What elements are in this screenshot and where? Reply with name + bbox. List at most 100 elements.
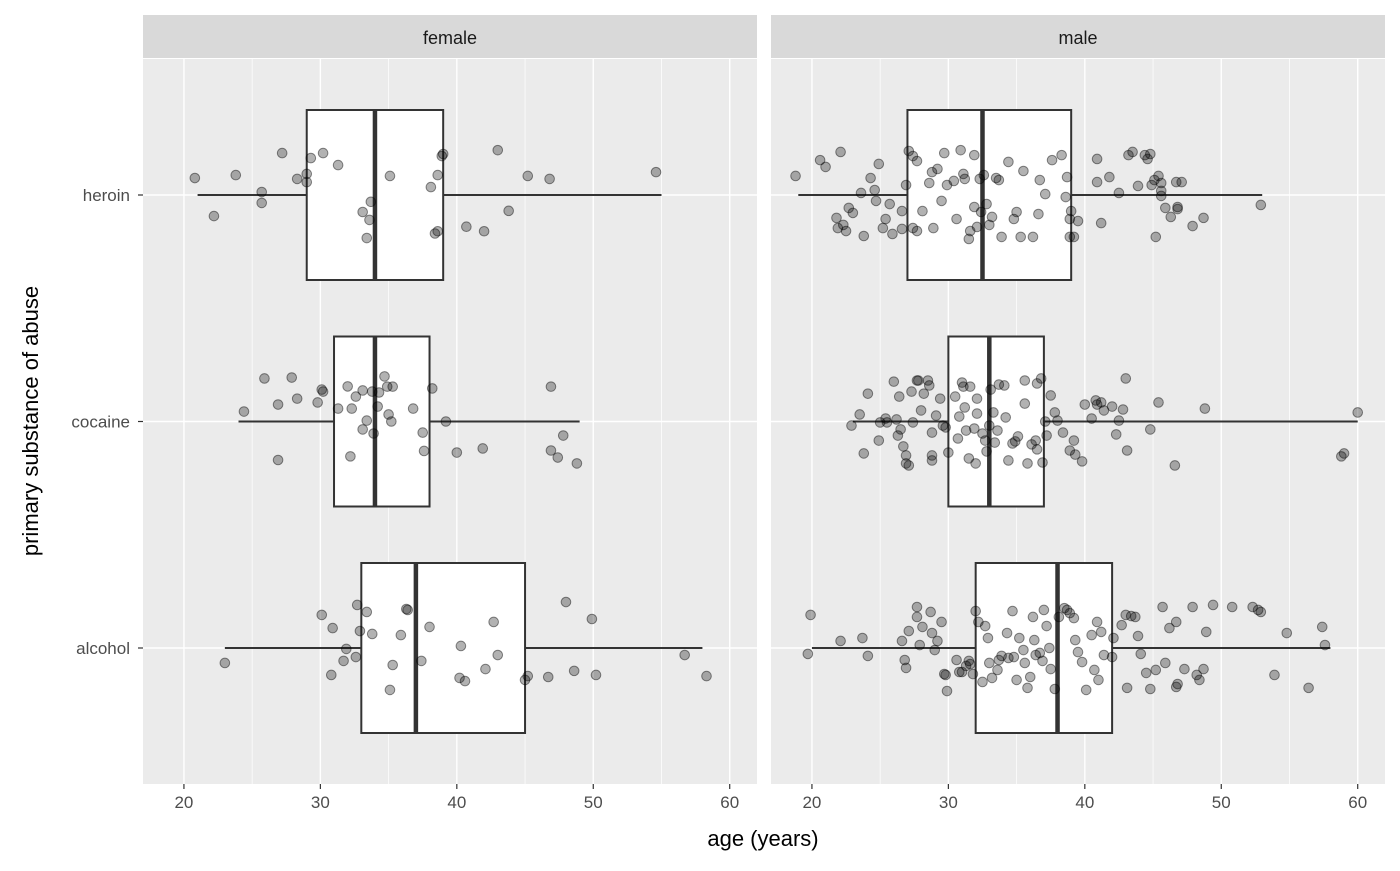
data-point-heroin xyxy=(941,179,953,191)
data-point-heroin xyxy=(877,222,889,234)
data-point-cocaine xyxy=(979,435,991,446)
facet-strip xyxy=(771,15,1385,58)
x-tick-label: 30 xyxy=(939,793,958,812)
data-point-alcohol xyxy=(1011,674,1022,686)
data-point-heroin xyxy=(650,166,662,178)
data-point-cocaine xyxy=(383,409,394,420)
data-point-heroin xyxy=(969,149,980,161)
data-point-cocaine xyxy=(361,415,373,426)
data-point-heroin xyxy=(1113,187,1125,199)
data-point-heroin xyxy=(887,228,898,240)
data-point-heroin xyxy=(926,166,938,178)
data-point-cocaine xyxy=(557,430,569,441)
data-point-cocaine xyxy=(893,391,905,402)
data-point-cocaine xyxy=(1113,415,1125,426)
data-point-heroin xyxy=(432,169,444,181)
data-point-heroin xyxy=(1027,231,1039,243)
data-point-alcohol xyxy=(900,662,912,674)
panels: female 20 30 40 50 60 alcohol cocaine heroin male… xyxy=(71,15,1385,812)
data-point-heroin xyxy=(1172,201,1183,213)
data-point-cocaine xyxy=(571,458,583,469)
data-point-heroin xyxy=(896,223,908,235)
data-point-heroin xyxy=(963,233,975,245)
data-point-heroin xyxy=(975,206,987,218)
facet-strip-label: male xyxy=(1058,28,1097,48)
data-point-alcohol xyxy=(973,616,984,628)
data-point-heroin xyxy=(522,170,534,182)
data-point-cocaine xyxy=(971,408,983,419)
data-point-alcohol xyxy=(1064,607,1076,619)
data-point-cocaine xyxy=(985,384,996,395)
data-point-alcohol xyxy=(963,655,975,667)
data-point-heroin xyxy=(503,205,514,217)
data-point-heroin xyxy=(958,168,969,180)
data-point-alcohol xyxy=(341,643,352,655)
data-point-heroin xyxy=(900,179,912,191)
data-point-cocaine xyxy=(1106,401,1118,412)
data-point-cocaine xyxy=(342,381,353,392)
data-point-heroin xyxy=(1072,215,1084,227)
data-point-alcohol xyxy=(1135,648,1147,660)
data-point-cocaine xyxy=(1019,398,1031,409)
data-point-alcohol xyxy=(1247,601,1258,613)
data-point-heroin xyxy=(923,177,935,189)
data-point-cocaine xyxy=(989,437,1001,448)
data-point-alcohol xyxy=(967,668,979,680)
data-point-heroin xyxy=(1068,231,1080,243)
data-point-cocaine xyxy=(1095,397,1107,408)
data-point-heroin xyxy=(429,228,441,239)
data-point-cocaine xyxy=(952,433,964,444)
data-point-cocaine xyxy=(888,376,900,387)
data-point-heroin xyxy=(437,148,449,160)
data-point-heroin xyxy=(790,170,801,182)
data-point-cocaine xyxy=(1169,460,1181,471)
data-point-heroin xyxy=(1046,154,1058,166)
data-point-alcohol xyxy=(568,665,580,677)
data-point-alcohol xyxy=(1080,684,1092,696)
data-point-heroin xyxy=(964,225,976,237)
data-point-alcohol xyxy=(522,670,534,682)
data-point-cocaine xyxy=(891,414,902,425)
data-point-cocaine xyxy=(918,388,930,399)
data-point-cocaine xyxy=(895,424,906,435)
data-point-cocaine xyxy=(880,413,891,424)
data-point-cocaine xyxy=(964,381,976,392)
facet-panel-male: male 20 30 40 50 60 xyxy=(771,15,1385,812)
data-point-heroin xyxy=(847,207,859,219)
data-point-alcohol xyxy=(911,611,923,623)
data-point-alcohol xyxy=(701,670,712,682)
data-point-cocaine xyxy=(346,403,358,414)
data-point-alcohol xyxy=(454,672,465,684)
data-point-cocaine xyxy=(993,379,1005,390)
data-point-alcohol xyxy=(899,654,911,666)
data-point-heroin xyxy=(870,195,882,207)
data-point-alcohol xyxy=(1001,627,1013,639)
data-point-cocaine xyxy=(970,458,981,469)
data-point-heroin xyxy=(884,198,896,210)
data-point-cocaine xyxy=(312,397,323,408)
data-point-alcohol xyxy=(416,655,427,667)
data-point-alcohol xyxy=(1091,616,1103,628)
data-point-cocaine xyxy=(417,427,429,438)
data-point-alcohol xyxy=(1179,663,1190,675)
data-point-heroin xyxy=(1176,176,1187,188)
y-tick-label-alcohol: alcohol xyxy=(76,639,130,658)
data-point-alcohol xyxy=(1160,657,1171,669)
data-point-cocaine xyxy=(906,386,917,397)
data-point-heroin xyxy=(911,225,923,237)
data-point-alcohol xyxy=(1072,646,1084,658)
data-point-cocaine xyxy=(1090,395,1102,406)
data-point-alcohol xyxy=(492,649,504,661)
y-tick-label-heroin: heroin xyxy=(83,186,130,205)
data-point-cocaine xyxy=(892,430,904,441)
data-point-cocaine xyxy=(958,381,969,392)
data-point-cocaine xyxy=(953,411,965,422)
x-tick-label: 40 xyxy=(447,793,466,812)
data-point-cocaine xyxy=(1199,403,1211,414)
data-point-cocaine xyxy=(862,388,874,399)
data-point-alcohol xyxy=(354,625,366,637)
data-point-heroin xyxy=(986,211,998,223)
data-point-heroin xyxy=(843,202,855,214)
box-iqr xyxy=(947,335,1045,508)
data-point-cocaine xyxy=(1068,435,1080,446)
